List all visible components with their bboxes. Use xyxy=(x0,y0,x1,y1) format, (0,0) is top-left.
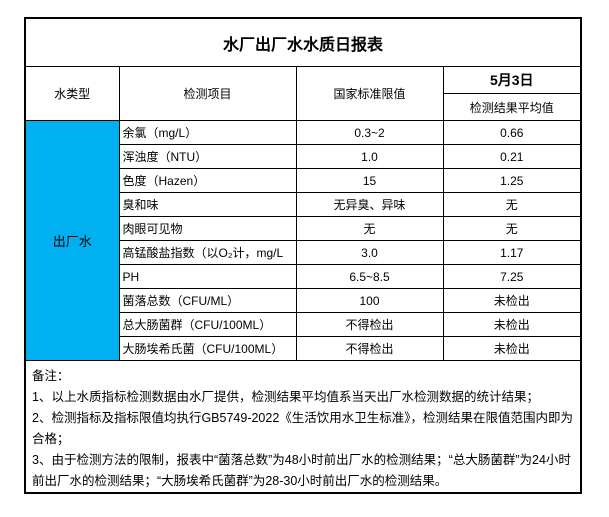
result-cell: 未检出 xyxy=(442,312,582,337)
item-cell: 菌落总数（CFU/ML） xyxy=(118,288,297,313)
item-cell: 臭和味 xyxy=(118,192,297,217)
result-cell: 无 xyxy=(442,216,582,241)
note-line: 1、以上水质指标检测数据由水厂提供，检测结果平均值系当天出厂水检测数据的统计结果… xyxy=(32,390,539,404)
limit-cell: 15 xyxy=(295,168,444,193)
report-title: 水厂出厂水水质日报表 xyxy=(24,17,582,67)
limit-cell: 无异臭、异味 xyxy=(295,192,444,217)
water-quality-table: 水厂出厂水水质日报表 水类型 检测项目 国家标准限值 5月3日 检测结果平均值 … xyxy=(24,17,583,494)
result-cell: 7.25 xyxy=(442,264,582,289)
result-cell: 未检出 xyxy=(442,336,582,361)
table-row: 总大肠菌群（CFU/100ML） 不得检出 未检出 xyxy=(25,312,582,337)
header-subrow: 检测结果平均值 xyxy=(25,93,582,121)
col-header-result-avg: 检测结果平均值 xyxy=(442,93,582,121)
note-line: 2、检测指标及指标限值均执行GB5749-2022《生活饮用水卫生标准》，检测结… xyxy=(32,411,574,446)
result-cell: 0.21 xyxy=(442,144,582,169)
result-cell: 无 xyxy=(442,192,582,217)
item-cell: 色度（Hazen） xyxy=(118,168,297,193)
notes-label: 备注： xyxy=(32,369,70,383)
table-row: 肉眼可见物 无 无 xyxy=(25,216,582,241)
item-cell: 余氯（mg/L） xyxy=(118,120,297,145)
table-row: 菌落总数（CFU/ML） 100 未检出 xyxy=(25,288,582,313)
limit-cell: 不得检出 xyxy=(295,312,444,337)
col-header-date: 5月3日 xyxy=(442,66,582,94)
header-row: 水类型 检测项目 国家标准限值 5月3日 xyxy=(24,66,582,121)
table-row: 大肠埃希氏菌（CFU/100ML） 不得检出 未检出 xyxy=(25,336,582,361)
title-row: 水厂出厂水水质日报表 xyxy=(24,17,582,67)
table-row: 色度（Hazen） 15 1.25 xyxy=(25,168,582,193)
item-cell: 总大肠菌群（CFU/100ML） xyxy=(118,312,297,337)
table-row: 臭和味 无异臭、异味 无 xyxy=(25,192,582,217)
result-cell: 0.66 xyxy=(442,120,582,145)
note-line: 3、由于检测方法的限制，报表中“菌落总数”为48小时前出厂水的检测结果；“总大肠… xyxy=(32,453,571,488)
item-cell: 大肠埃希氏菌（CFU/100ML） xyxy=(118,336,297,361)
item-cell: 高锰酸盐指数（以O₂计，mg/L xyxy=(118,240,297,265)
result-cell: 1.17 xyxy=(442,240,582,265)
notes-row: 备注： 1、以上水质指标检测数据由水厂提供，检测结果平均值系当天出厂水检测数据的… xyxy=(24,360,582,494)
item-cell: 浑浊度（NTU） xyxy=(118,144,297,169)
table-row: PH 6.5~8.5 7.25 xyxy=(25,264,582,289)
limit-cell: 1.0 xyxy=(295,144,444,169)
table-row: 浑浊度（NTU） 1.0 0.21 xyxy=(25,144,582,169)
limit-cell: 100 xyxy=(295,288,444,313)
col-header-water-type: 水类型 xyxy=(24,66,120,121)
item-cell: PH xyxy=(118,264,297,289)
col-header-standard-limit: 国家标准限值 xyxy=(295,66,444,121)
result-cell: 1.25 xyxy=(442,168,582,193)
limit-cell: 0.3~2 xyxy=(295,120,444,145)
water-type-cell: 出厂水 xyxy=(24,120,120,361)
result-cell: 未检出 xyxy=(442,288,582,313)
notes-cell: 备注： 1、以上水质指标检测数据由水厂提供，检测结果平均值系当天出厂水检测数据的… xyxy=(24,360,582,494)
limit-cell: 不得检出 xyxy=(295,336,444,361)
limit-cell: 无 xyxy=(295,216,444,241)
limit-cell: 3.0 xyxy=(295,240,444,265)
col-header-item: 检测项目 xyxy=(118,66,297,121)
table-row: 出厂水 余氯（mg/L） 0.3~2 0.66 xyxy=(24,120,582,361)
limit-cell: 6.5~8.5 xyxy=(295,264,444,289)
table-row: 高锰酸盐指数（以O₂计，mg/L 3.0 1.17 xyxy=(25,240,582,265)
item-cell: 肉眼可见物 xyxy=(118,216,297,241)
